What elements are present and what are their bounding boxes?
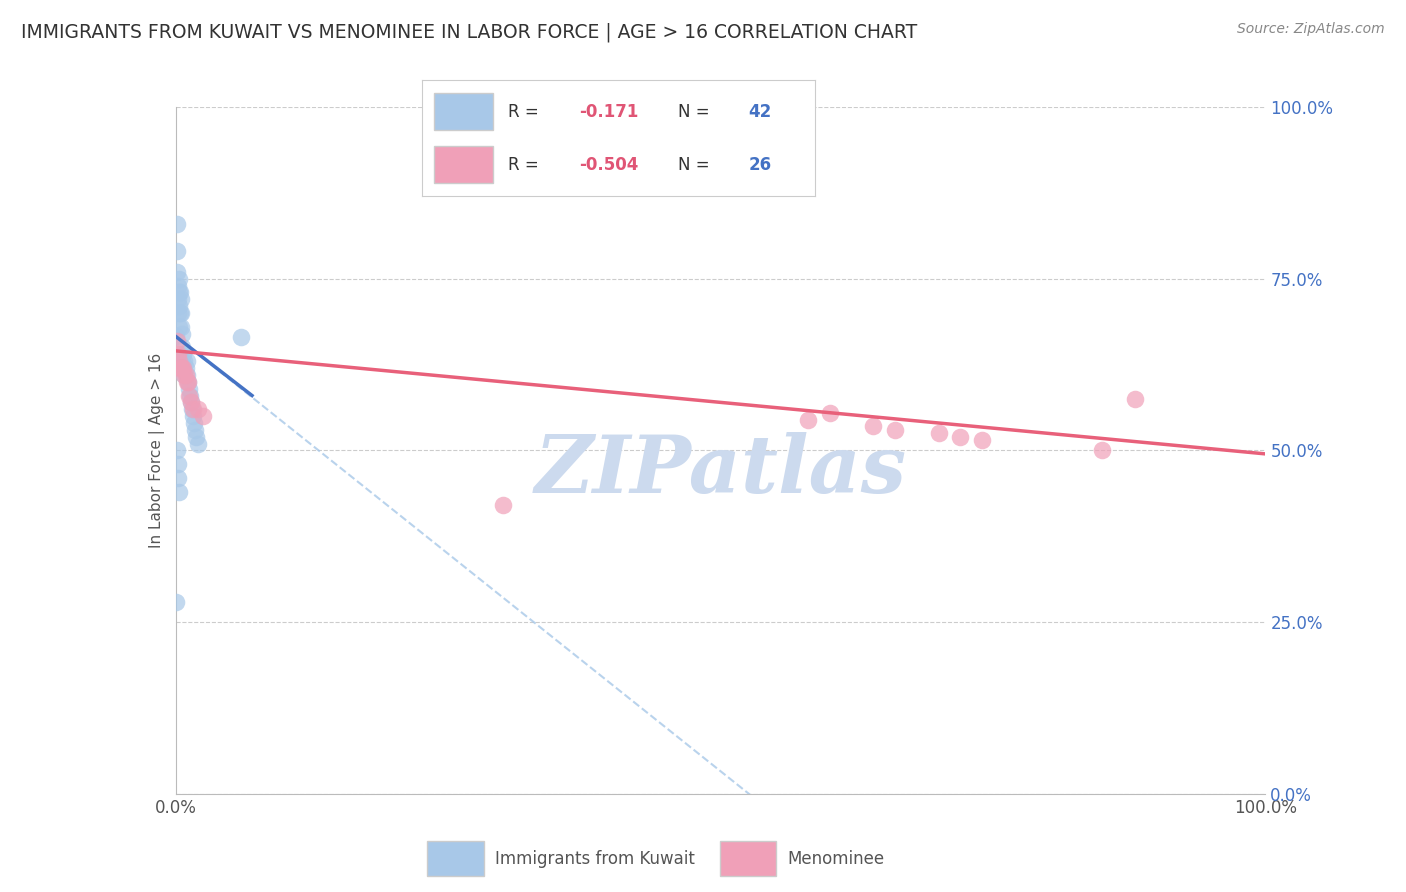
Text: R =: R =: [509, 103, 544, 120]
Point: [170, 293, 193, 307]
Point: [172, 361, 194, 376]
Point: [1091, 443, 1114, 458]
Point: [172, 347, 194, 361]
Point: [949, 430, 972, 444]
Point: [166, 265, 188, 279]
Point: [1123, 392, 1146, 406]
Point: [174, 368, 197, 382]
Point: [177, 388, 200, 402]
Text: 26: 26: [748, 156, 772, 174]
Point: [231, 330, 253, 344]
Point: [183, 416, 205, 430]
Point: [186, 402, 209, 417]
FancyBboxPatch shape: [427, 841, 484, 876]
Point: [181, 409, 204, 423]
Point: [167, 299, 190, 313]
Text: Immigrants from Kuwait: Immigrants from Kuwait: [495, 849, 695, 868]
Point: [172, 340, 194, 354]
Point: [179, 388, 201, 402]
Point: [191, 409, 214, 423]
Point: [167, 306, 190, 320]
Point: [167, 293, 190, 307]
Point: [796, 412, 818, 426]
Point: [165, 594, 187, 608]
Point: [172, 361, 194, 376]
FancyBboxPatch shape: [720, 841, 776, 876]
Point: [166, 334, 188, 348]
Text: Menominee: Menominee: [787, 849, 884, 868]
Point: [970, 433, 993, 447]
Point: [167, 319, 190, 334]
Point: [177, 382, 200, 396]
Point: [167, 347, 190, 361]
Point: [166, 244, 188, 259]
Point: [862, 419, 884, 434]
Point: [173, 368, 195, 382]
Point: [172, 361, 194, 376]
Point: [884, 423, 907, 437]
Point: [184, 423, 207, 437]
Point: [177, 375, 200, 389]
Point: [170, 319, 193, 334]
Point: [167, 271, 190, 285]
Point: [170, 361, 193, 376]
Text: IMMIGRANTS FROM KUWAIT VS MENOMINEE IN LABOR FORCE | AGE > 16 CORRELATION CHART: IMMIGRANTS FROM KUWAIT VS MENOMINEE IN L…: [21, 22, 917, 42]
Point: [928, 426, 950, 441]
Point: [167, 457, 190, 471]
Point: [174, 361, 197, 376]
Point: [176, 368, 198, 382]
Text: ZIPatlas: ZIPatlas: [534, 433, 907, 510]
Point: [167, 285, 190, 300]
Text: 42: 42: [748, 103, 772, 120]
Point: [167, 484, 190, 499]
FancyBboxPatch shape: [433, 146, 492, 184]
Point: [186, 430, 208, 444]
Point: [167, 354, 190, 368]
Text: N =: N =: [678, 156, 714, 174]
Text: R =: R =: [509, 156, 544, 174]
Text: -0.504: -0.504: [579, 156, 638, 174]
Point: [169, 361, 191, 376]
Point: [818, 406, 841, 420]
Point: [176, 375, 198, 389]
Point: [166, 443, 188, 458]
Point: [180, 395, 202, 409]
Point: [177, 375, 200, 389]
Point: [166, 217, 188, 231]
Point: [186, 436, 209, 450]
Point: [176, 354, 198, 368]
Point: [172, 326, 194, 341]
FancyBboxPatch shape: [433, 93, 492, 130]
Point: [181, 402, 204, 417]
Point: [170, 306, 193, 320]
Point: [167, 471, 190, 485]
Point: [165, 329, 187, 343]
Point: [180, 395, 202, 409]
Point: [173, 368, 195, 382]
Y-axis label: In Labor Force | Age > 16: In Labor Force | Age > 16: [149, 353, 165, 548]
Point: [492, 499, 515, 513]
Point: [167, 278, 190, 293]
Text: N =: N =: [678, 103, 714, 120]
Text: Source: ZipAtlas.com: Source: ZipAtlas.com: [1237, 22, 1385, 37]
Point: [169, 306, 191, 320]
Point: [172, 354, 194, 368]
Point: [173, 354, 195, 368]
Point: [181, 402, 204, 417]
Text: -0.171: -0.171: [579, 103, 638, 120]
Point: [169, 285, 191, 300]
